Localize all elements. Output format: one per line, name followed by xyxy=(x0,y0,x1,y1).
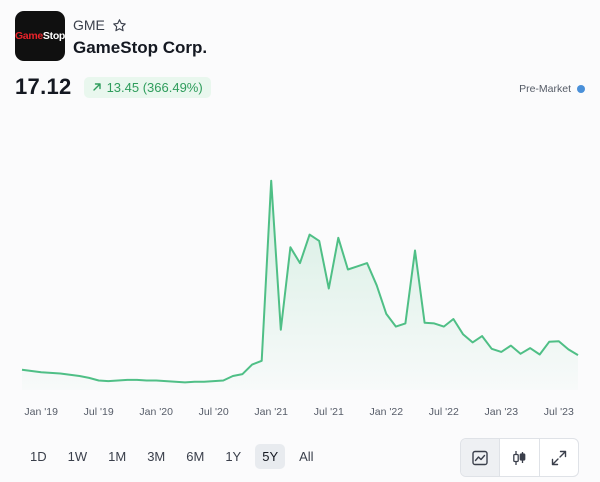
current-price: 17.12 xyxy=(15,74,72,99)
range-button-all[interactable]: All xyxy=(299,449,314,464)
price-chart[interactable]: Jan '19 Jul '19 Jan '20 Jul '20 Jan '21 Jul '… xyxy=(0,120,600,430)
time-range-selector: 1D 1W 1M 3M 6M 1Y 5Y All xyxy=(23,444,328,469)
session-label: Pre-Market xyxy=(519,83,571,95)
arrow-up-right-icon xyxy=(92,83,101,91)
ticker-row: GME xyxy=(73,17,127,33)
range-button-1y[interactable]: 1Y xyxy=(225,449,242,464)
price-line xyxy=(21,179,579,384)
line-chart-button[interactable] xyxy=(461,439,501,476)
ticker-symbol: GME xyxy=(73,17,105,33)
company-logo: GameStop xyxy=(15,11,65,61)
x-tick-label: Jul '23 xyxy=(544,406,574,418)
range-button-3m[interactable]: 3M xyxy=(147,449,166,464)
range-button-1m[interactable]: 1M xyxy=(108,449,127,464)
x-tick-label: Jul '21 xyxy=(314,406,344,418)
price-change-badge: 13.45 (366.49%) xyxy=(83,76,211,98)
price-row: 17.12 13.45 (366.49%) xyxy=(15,74,211,100)
range-button-1w[interactable]: 1W xyxy=(67,449,88,464)
expand-button[interactable] xyxy=(540,439,578,476)
range-button-5y[interactable]: 5Y xyxy=(255,444,286,469)
range-button-1d[interactable]: 1D xyxy=(30,449,47,464)
stock-header: GameStop GME GameStop Corp. xyxy=(15,11,585,61)
chart-tools xyxy=(460,438,579,477)
company-name: GameStop Corp. xyxy=(73,38,208,57)
x-tick-label: Jan '20 xyxy=(139,406,173,418)
line-chart-icon xyxy=(472,450,488,465)
session-status-dot xyxy=(577,85,585,93)
logo-text: GameStop xyxy=(14,30,66,42)
candlestick-button[interactable] xyxy=(500,439,540,476)
x-tick-label: Jul '19 xyxy=(84,406,114,418)
x-tick-label: Jul '20 xyxy=(199,406,229,418)
x-tick-label: Jan '23 xyxy=(485,406,519,418)
x-tick-label: Jul '22 xyxy=(429,406,459,418)
x-tick-label: Jan '21 xyxy=(254,406,288,418)
candlestick-icon xyxy=(513,450,526,465)
price-area-fill xyxy=(22,180,578,390)
range-button-6m[interactable]: 6M xyxy=(186,449,205,464)
x-tick-label: Jan '22 xyxy=(370,406,404,418)
x-tick-label: Jan '19 xyxy=(24,406,58,418)
expand-icon xyxy=(551,450,567,465)
price-change-value: 13.45 (366.49%) xyxy=(106,79,203,95)
star-icon[interactable] xyxy=(112,18,127,33)
